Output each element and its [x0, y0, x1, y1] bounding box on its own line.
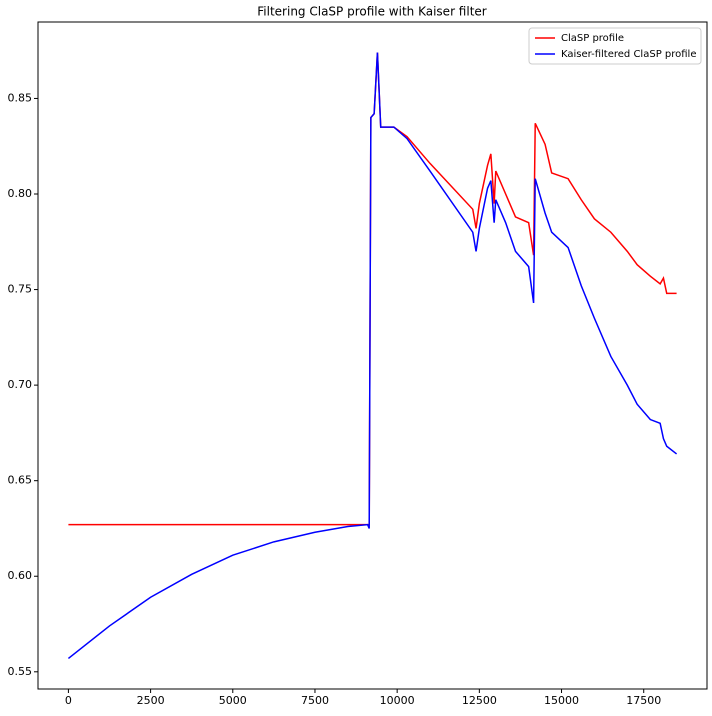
y-tick-label: 0.80: [8, 187, 33, 200]
y-tick-label: 0.65: [8, 474, 33, 487]
y-tick-label: 0.75: [8, 283, 33, 296]
x-tick-label: 7500: [301, 694, 329, 707]
x-tick-label: 2500: [137, 694, 165, 707]
legend-label: Kaiser-filtered ClaSP profile: [561, 49, 696, 60]
line: [67, 52, 678, 660]
line: [68, 52, 677, 526]
x-tick-label: 0: [65, 694, 72, 707]
plot-frame: [37, 21, 708, 690]
y-tick-label: 0.85: [8, 91, 33, 104]
x-tick-label: 10000: [380, 694, 415, 707]
x-tick-label: 12500: [462, 694, 497, 707]
x-tick-label: 5000: [219, 694, 247, 707]
legend-label: ClaSP profile: [561, 33, 624, 44]
y-tick-label: 0.55: [8, 665, 33, 678]
chart-title: Filtering ClaSP profile with Kaiser filt…: [257, 5, 487, 19]
y-tick-label: 0.60: [8, 569, 33, 582]
x-tick-label: 15000: [544, 694, 579, 707]
x-tick-label: 17500: [626, 694, 661, 707]
legend-box: [528, 27, 702, 65]
y-tick-label: 0.70: [8, 378, 33, 391]
